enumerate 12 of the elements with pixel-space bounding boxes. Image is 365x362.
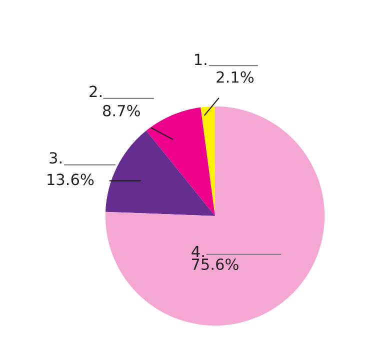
pie-slice bbox=[105, 106, 325, 326]
slice-label: 1. bbox=[194, 54, 206, 66]
data-label: 13.6% bbox=[48, 174, 94, 186]
data-label: 75.6% bbox=[192, 258, 238, 270]
pie-slice bbox=[105, 130, 215, 216]
pie-slice bbox=[200, 106, 215, 216]
slice-label: 4. bbox=[192, 246, 204, 258]
slice-label: 2. bbox=[90, 86, 102, 98]
pie-slice bbox=[146, 107, 215, 216]
slice-label: 3. bbox=[50, 152, 62, 164]
data-label: 2.1% bbox=[216, 71, 254, 83]
data-label: 8.7% bbox=[103, 104, 140, 116]
